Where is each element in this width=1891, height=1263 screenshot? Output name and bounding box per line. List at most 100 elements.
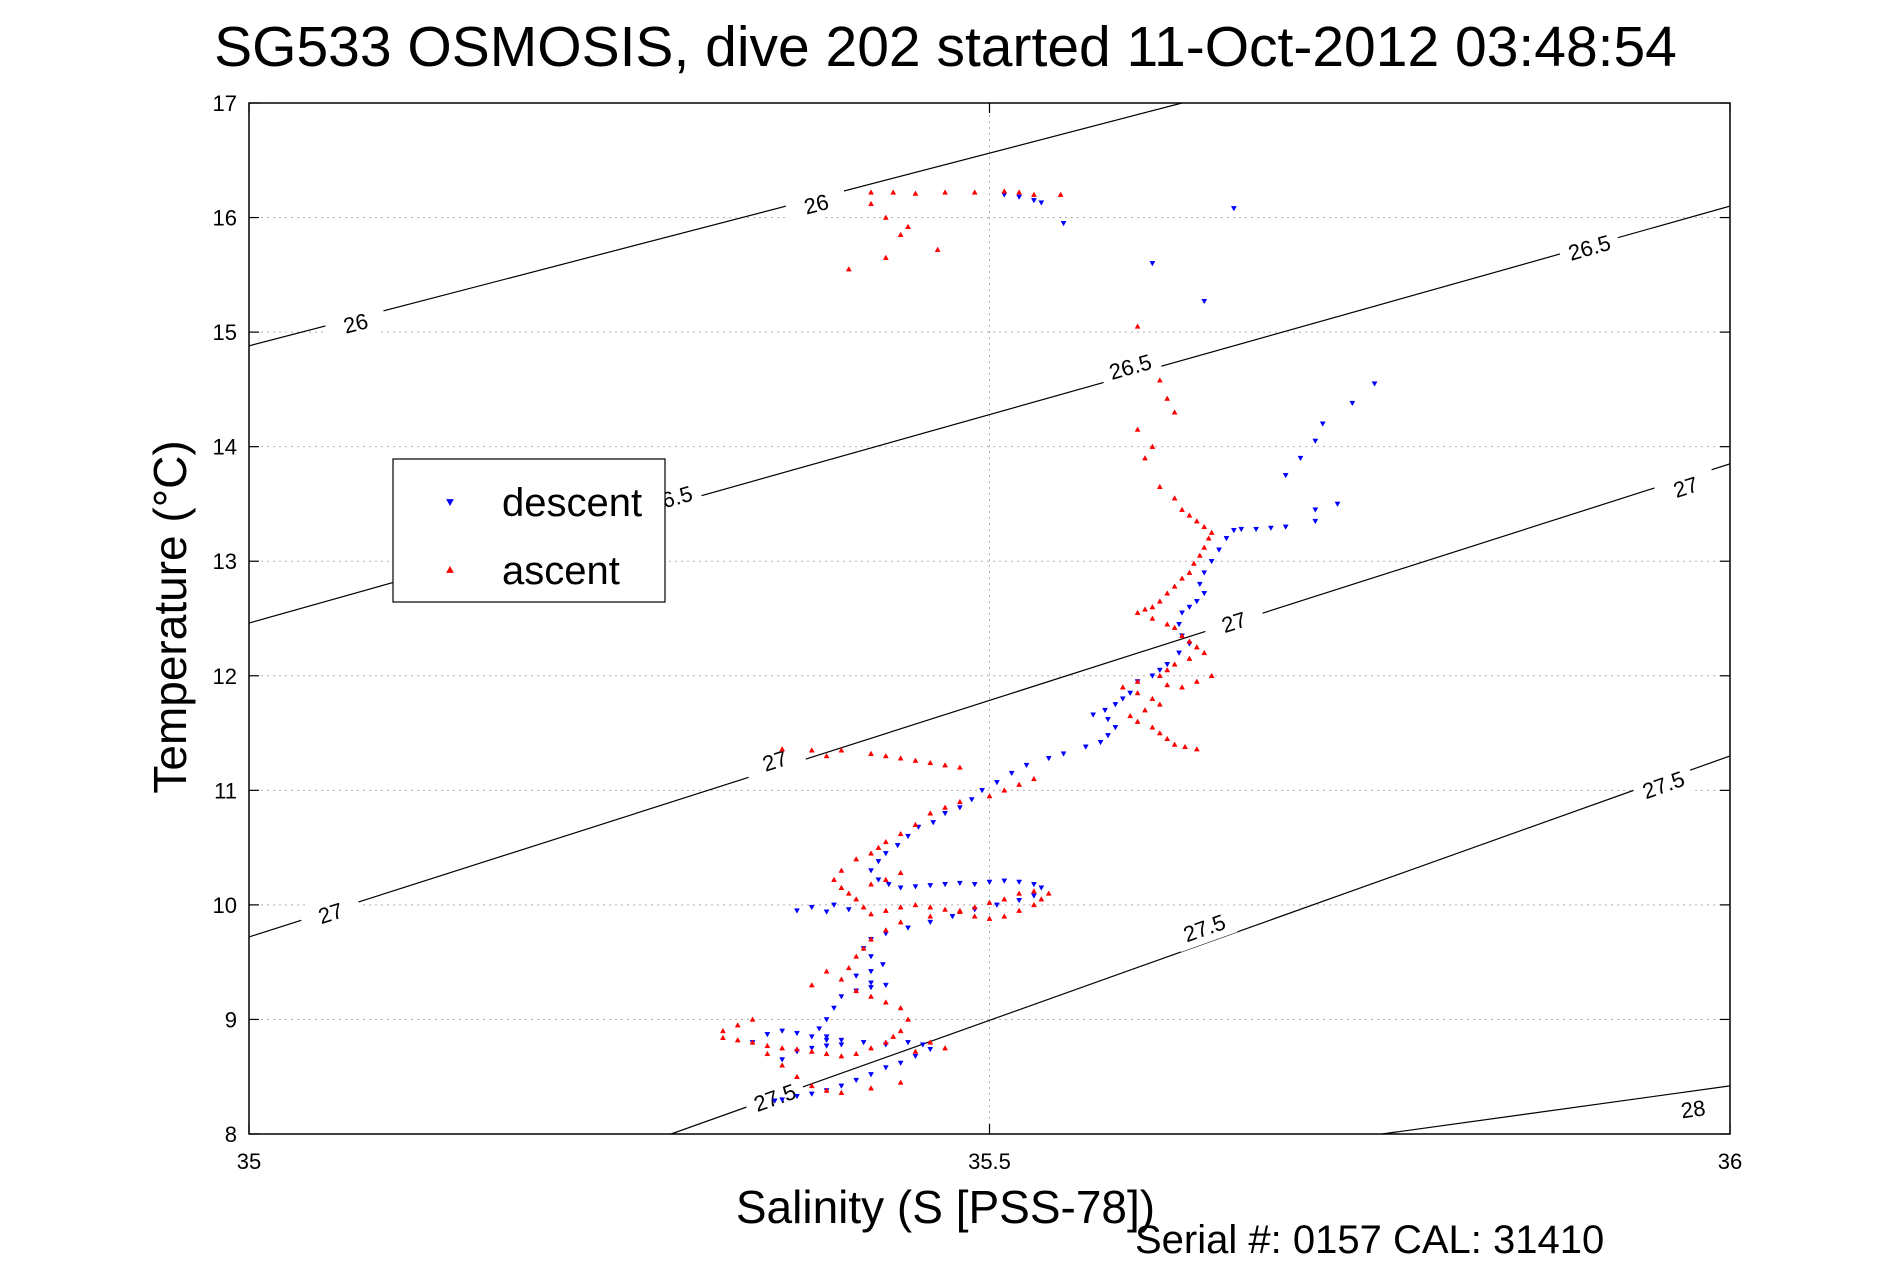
ascent-point (1164, 735, 1171, 742)
descent-point (1319, 421, 1326, 427)
ascent-point (1045, 890, 1052, 896)
ascent-point (1201, 649, 1208, 656)
serial-cal-text: Serial #: 0157 CAL: 31410 (1135, 1218, 1605, 1262)
descent-point (1060, 751, 1067, 757)
ascent-point (1201, 544, 1208, 550)
descent-point (942, 810, 948, 817)
y-tick-label: 9 (225, 1007, 237, 1032)
ascent-point (986, 899, 993, 905)
legend-marker-descent (446, 499, 454, 507)
descent-point (1105, 733, 1111, 739)
ascent-point (868, 1085, 874, 1091)
contour-label-bg (1652, 463, 1719, 511)
ascent-point (882, 999, 889, 1005)
descent-point (1208, 558, 1215, 565)
descent-point (1253, 526, 1260, 533)
ascent-point (882, 752, 889, 759)
ascent-point (1208, 672, 1215, 679)
descent-point (986, 879, 993, 885)
descent-point (1149, 261, 1156, 267)
descent-point (912, 1053, 919, 1060)
ascent-point (1016, 907, 1023, 913)
ascent-point (1057, 191, 1064, 197)
descent-point (897, 885, 904, 891)
contour-label-bg (297, 889, 364, 937)
ascent-point (897, 919, 904, 925)
descent-point (868, 868, 874, 874)
ascent-point (956, 798, 963, 805)
descent-point (868, 954, 874, 960)
descent-point (1097, 739, 1104, 746)
ascent-point (1001, 188, 1008, 194)
descent-point (823, 1043, 830, 1049)
ascent-point (823, 752, 830, 759)
ascent-point (1182, 743, 1188, 750)
ascent-point (942, 804, 948, 810)
contour-label: 26 (801, 189, 831, 219)
ascent-point (1179, 632, 1185, 638)
ascent-point (897, 869, 904, 876)
descent-point (1023, 762, 1030, 769)
ascent-point (1016, 781, 1023, 787)
ascent-point (831, 876, 837, 882)
descent-point (1060, 221, 1067, 227)
ascent-point (882, 838, 889, 845)
descent-point (868, 1072, 874, 1078)
ascent-point (897, 231, 904, 237)
descent-point (779, 1028, 786, 1034)
descent-point (808, 904, 815, 911)
series-ascent (719, 188, 1215, 1096)
ascent-point (882, 907, 889, 913)
descent-point (808, 1045, 815, 1052)
ascent-point (853, 987, 860, 994)
ascent-point (1196, 552, 1203, 558)
descent-point (971, 882, 978, 888)
ascent-point (764, 1050, 771, 1057)
descent-point (930, 820, 937, 826)
descent-point (927, 1046, 934, 1053)
descent-point (1371, 381, 1378, 387)
ascent-point (905, 1016, 911, 1022)
ascent-point (1134, 323, 1141, 329)
ascent-point (794, 1073, 800, 1079)
descent-point (860, 1040, 867, 1046)
ascent-point (1001, 913, 1008, 919)
ascent-point (838, 747, 845, 753)
ascent-point (1134, 718, 1141, 724)
descent-point (1090, 712, 1097, 718)
ascent-point (860, 945, 867, 951)
ascent-point (1171, 741, 1178, 747)
ascent-point (934, 246, 941, 252)
descent-point (779, 1097, 786, 1103)
ascent-point (1149, 443, 1156, 449)
legend-ascent-marker (446, 565, 454, 573)
ascent-point (794, 1046, 800, 1052)
descent-point (838, 1042, 845, 1048)
ascent-point (971, 189, 978, 195)
ascent-point (897, 755, 904, 761)
y-tick-label: 16 (213, 206, 237, 231)
ascent-point (971, 904, 978, 910)
descent-point (823, 909, 830, 915)
descent-point (1196, 581, 1203, 588)
descent-point (1008, 770, 1015, 777)
descent-point (794, 1093, 800, 1100)
descent-point (1349, 400, 1356, 407)
descent-point (1001, 878, 1008, 884)
descent-point (1230, 528, 1237, 534)
descent-point (905, 833, 911, 840)
legend-box (392, 458, 666, 603)
ascent-point (882, 1039, 889, 1045)
ascent-point (912, 1048, 919, 1054)
ascent-point (942, 906, 948, 912)
ascent-point (1208, 529, 1215, 535)
descent-point (816, 1026, 823, 1032)
descent-point (1031, 882, 1037, 888)
y-tick-label: 8 (225, 1122, 237, 1147)
y-tick-label: 11 (214, 778, 237, 803)
ascent-point (890, 189, 897, 195)
descent-point (1016, 898, 1023, 904)
ascent-point (1179, 575, 1185, 581)
